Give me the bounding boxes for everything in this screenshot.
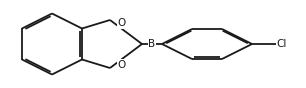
Text: O: O <box>118 18 126 29</box>
Text: O: O <box>118 59 126 70</box>
Text: B: B <box>148 39 155 49</box>
Text: Cl: Cl <box>277 39 287 49</box>
